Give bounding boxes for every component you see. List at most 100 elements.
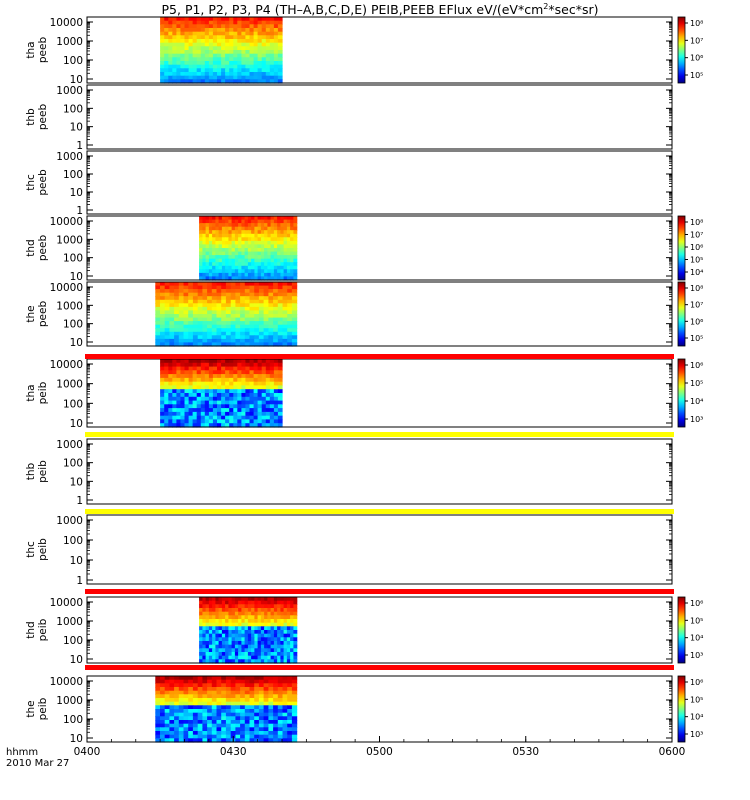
separator-bar	[85, 665, 674, 670]
panel-tha-peeb: 10⁸ 10⁷ 10⁶ 10⁵ 10000 1000 100 10 tha peeb	[25, 16, 703, 86]
panel-the-peeb: 10⁸ 10⁷ 10⁶ 10⁵ 10000 1000 100 10 the peeb	[25, 281, 703, 349]
panel-product-label: peib	[37, 618, 49, 641]
footer-hhmm: hhmm	[6, 747, 38, 758]
colorbar-tick-label: 10³	[690, 730, 703, 739]
y-tick-label: 100	[63, 253, 83, 265]
colorbar-tick-label: 10⁵	[690, 71, 703, 80]
figure-title: P5, P1, P2, P3, P4 (TH–A,B,C,D,E) PEIB,P…	[162, 2, 599, 17]
colorbar-the-peib: 10⁶ 10⁵ 10⁴ 10³	[677, 675, 703, 743]
colorbar-tick-label: 10⁷	[690, 301, 703, 310]
y-tick-label: 1	[76, 495, 83, 507]
x-tick-label: 0430	[220, 746, 247, 758]
y-tick-label: 10	[70, 74, 83, 86]
panel-probe-label: thb	[25, 462, 37, 480]
y-tick-label: 1000	[56, 36, 83, 48]
y-tick-label: 10	[70, 476, 83, 488]
y-tick-label: 1000	[56, 300, 83, 312]
y-tick-label: 1000	[56, 515, 83, 527]
y-tick-label: 10000	[50, 597, 83, 609]
panel-product-label: peeb	[37, 104, 49, 131]
spectrogram-tha-peib	[160, 359, 283, 428]
colorbar-tick-label: 10³	[690, 651, 703, 660]
panel-tha-peib: 10⁶ 10⁵ 10⁴ 10³ 10000 1000 100 10 tha peib	[25, 358, 703, 430]
panel-thd-peeb: 10⁸ 10⁷ 10⁶ 10⁵ 10⁴ 10000 1000 100 10 thd peeb	[25, 215, 703, 283]
colorbar-tick-label: 10⁷	[690, 231, 703, 240]
panel-probe-label: thb	[25, 108, 37, 126]
panel-probe-label: the	[25, 305, 37, 322]
y-tick-label: 10000	[50, 359, 83, 371]
spectrogram-thd-peib	[199, 597, 298, 664]
y-tick-label: 1000	[56, 379, 83, 391]
y-tick-label: 1000	[56, 151, 83, 163]
x-tick-label: 0600	[659, 746, 686, 758]
panel-thd-peib: 10⁶ 10⁵ 10⁴ 10³ 10000 1000 100 10 thd peib	[25, 596, 703, 666]
y-tick-label: 100	[63, 714, 83, 726]
x-tick-label: 0400	[74, 746, 101, 758]
colorbar-tick-label: 10⁶	[690, 678, 703, 687]
y-tick-label: 1000	[56, 616, 83, 628]
title-superscript: 2	[543, 2, 548, 11]
colorbar-tha-peeb: 10⁸ 10⁷ 10⁶ 10⁵	[677, 16, 703, 84]
spectrogram-the-peib	[155, 676, 298, 743]
panel-probe-label: thd	[25, 239, 37, 256]
y-tick-label: 10	[70, 654, 83, 666]
y-tick-label: 100	[63, 635, 83, 647]
y-tick-label: 10000	[50, 17, 83, 29]
y-tick-label: 10	[70, 555, 83, 567]
colorbar-tick-label: 10³	[690, 415, 703, 424]
panel-product-label: peib	[37, 381, 49, 404]
colorbar-tick-label: 10⁶	[690, 243, 703, 252]
panel-product-label: peib	[37, 460, 49, 483]
y-tick-label: 100	[63, 55, 83, 67]
y-tick-label: 100	[63, 535, 83, 547]
title-main: P5, P1, P2, P3, P4 (TH–A,B,C,D,E) PEIB,P…	[162, 2, 544, 17]
x-tick-label: 0500	[366, 746, 393, 758]
panel-product-label: peeb	[37, 235, 49, 262]
colorbar-tick-label: 10⁶	[690, 599, 703, 608]
y-tick-label: 100	[63, 458, 83, 470]
y-tick-label: 100	[63, 319, 83, 331]
y-tick-label: 1	[76, 205, 83, 217]
panel-probe-label: the	[25, 700, 37, 717]
y-tick-label: 10	[70, 187, 83, 199]
title-tail: *sec*sr)	[548, 2, 598, 17]
spectrogram-tha-peeb	[160, 17, 283, 84]
footer-date: 2010 Mar 27	[6, 758, 69, 769]
colorbar-tick-label: 10⁸	[690, 218, 703, 227]
panel-thc-peeb: 1000 100 10 1 thc peeb	[25, 150, 673, 217]
colorbar-tick-label: 10⁸	[690, 284, 703, 293]
separator-bar	[85, 354, 674, 359]
panel-the-peib: 10⁶ 10⁵ 10⁴ 10³ 10000 1000 100 10 the peib	[25, 675, 703, 745]
panel-product-label: peeb	[37, 37, 49, 64]
y-tick-label: 100	[63, 398, 83, 410]
colorbar-thd-peeb: 10⁸ 10⁷ 10⁶ 10⁵ 10⁴	[677, 215, 703, 281]
panel-probe-label: tha	[25, 41, 37, 58]
colorbar-tick-label: 10⁵	[690, 379, 703, 388]
y-tick-label: 1000	[56, 439, 83, 451]
y-tick-label: 100	[63, 169, 83, 181]
colorbar-tick-label: 10⁵	[690, 256, 703, 265]
y-tick-label: 10	[70, 271, 83, 283]
y-tick-label: 10	[70, 337, 83, 349]
panel-probe-label: thd	[25, 621, 37, 638]
colorbar-tick-label: 10⁶	[690, 317, 703, 326]
panel-product-label: peib	[37, 538, 49, 561]
y-tick-label: 1000	[56, 695, 83, 707]
spectrogram-thd-peeb	[199, 216, 298, 281]
colorbar-tick-label: 10⁴	[690, 397, 703, 406]
panel-product-label: peeb	[37, 301, 49, 328]
colorbar-tick-label: 10⁶	[690, 54, 703, 63]
y-tick-label: 10	[70, 122, 83, 134]
y-tick-label: 10	[70, 418, 83, 430]
x-tick-label: 0530	[512, 746, 539, 758]
colorbar-tick-label: 10⁵	[690, 616, 703, 625]
y-tick-label: 1000	[56, 85, 83, 97]
colorbar-tick-label: 10⁵	[690, 695, 703, 704]
panel-thb-peib: 1000 100 10 1 thb peib	[25, 438, 673, 507]
colorbar-the-peeb: 10⁸ 10⁷ 10⁶ 10⁵	[677, 281, 703, 347]
panel-probe-label: tha	[25, 384, 37, 401]
spectrogram-the-peeb	[155, 282, 298, 347]
panel-thb-peeb: 1000 100 10 1 thb peeb	[25, 84, 673, 152]
